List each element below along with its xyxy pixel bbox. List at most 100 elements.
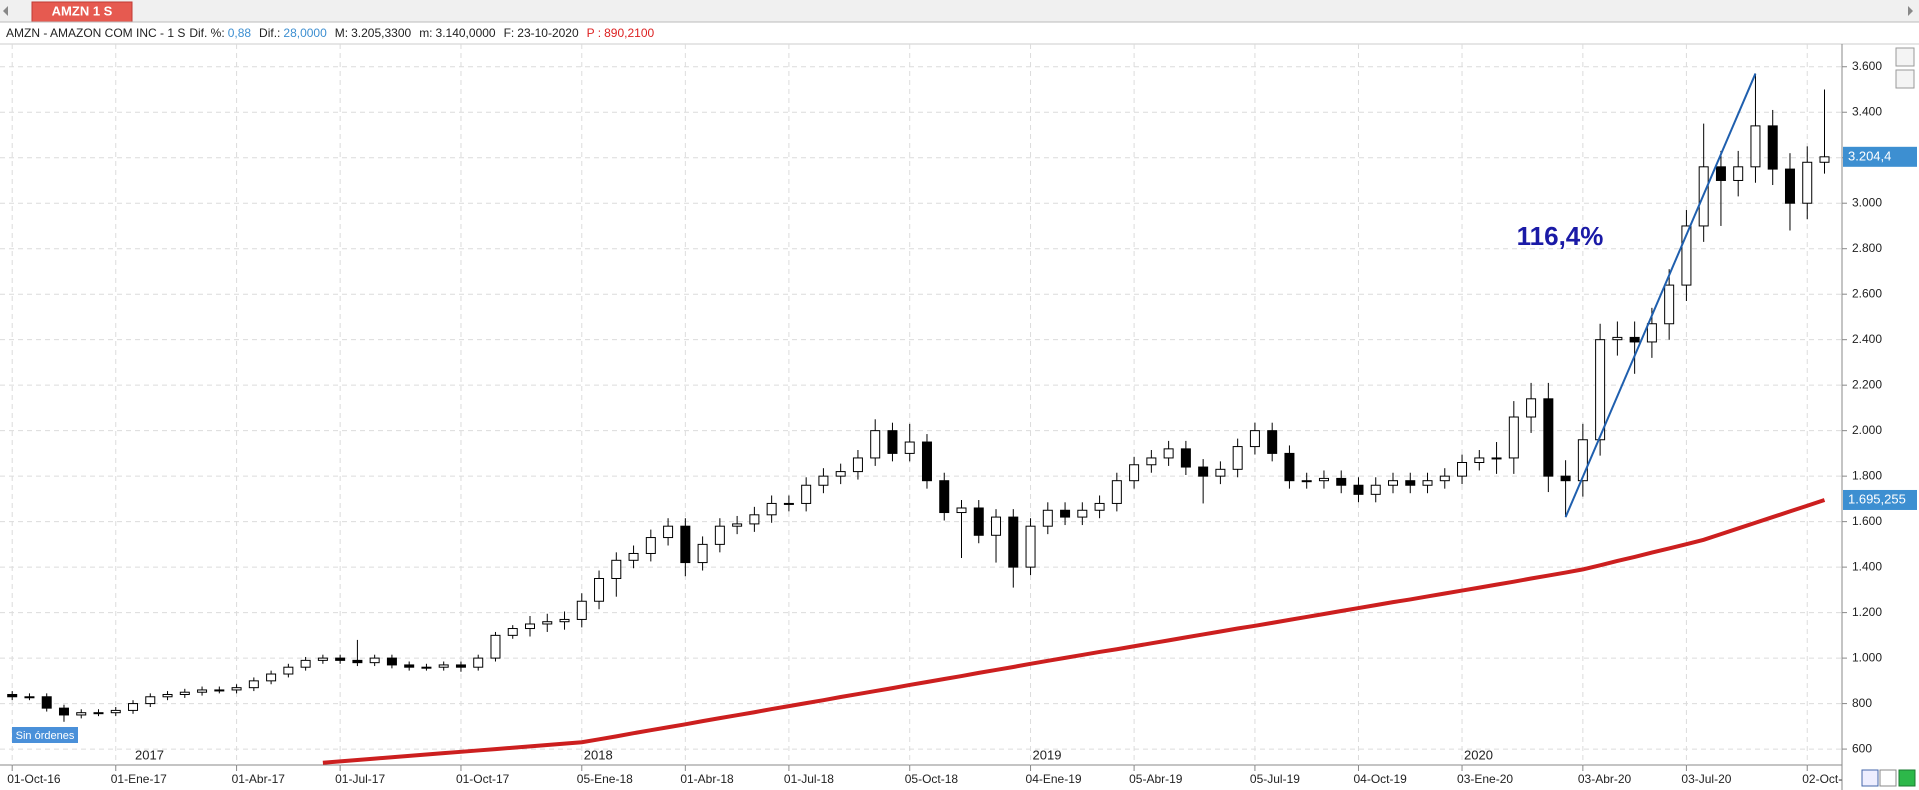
- candle-body: [1267, 430, 1278, 454]
- candle-body: [7, 693, 18, 698]
- axis-area: 600 800 1.000 1.200 1.400 1.600 1.800 2.000 2.20…: [1842, 59, 1917, 755]
- x-tick-label: 03-Abr-20: [1578, 772, 1632, 786]
- candle-body: [507, 628, 518, 636]
- candle-body: [1111, 480, 1122, 504]
- candle-body: [1353, 484, 1364, 495]
- x-tick-label: 01-Oct-17: [456, 772, 510, 786]
- candle-body: [1681, 225, 1692, 286]
- info-label: Dif. %:: [189, 26, 224, 40]
- candle-body: [1422, 480, 1433, 486]
- year-label: 2018: [584, 747, 613, 762]
- candle-body: [697, 543, 708, 564]
- candle-body: [973, 507, 984, 536]
- candle-body: [714, 525, 725, 545]
- save-button[interactable]: [1861, 769, 1879, 787]
- ma-price-label: 1.695,255: [1848, 491, 1906, 506]
- candle-body: [904, 441, 915, 454]
- y-tick-label: 3.000: [1852, 195, 1882, 209]
- candle-body: [1819, 156, 1830, 163]
- info-label: Dif.:: [259, 26, 280, 40]
- candle-body: [1439, 475, 1450, 482]
- candle-body: [214, 689, 225, 692]
- x-tick-label: 03-Ene-20: [1457, 772, 1513, 786]
- candle-body: [887, 430, 898, 454]
- candle-body: [1715, 166, 1726, 181]
- x-tick-label: 01-Oct-16: [7, 772, 61, 786]
- candle-body: [438, 664, 449, 668]
- x-tick-label: 05-Oct-18: [905, 772, 959, 786]
- candle-body: [680, 525, 691, 564]
- candle-body: [58, 707, 69, 716]
- x-tick-label: 01-Abr-18: [680, 772, 734, 786]
- candle-body: [1405, 480, 1416, 486]
- candle-body: [1750, 125, 1761, 168]
- y-tick-label: 3.600: [1852, 59, 1882, 73]
- candle-body: [1491, 457, 1502, 460]
- last-price-label: 3.204,4: [1848, 148, 1891, 163]
- year-label: 2017: [135, 747, 164, 762]
- candle-body: [818, 475, 829, 486]
- candle-body: [939, 480, 950, 514]
- candle-body: [1163, 448, 1174, 459]
- x-tick-label: 05-Jul-19: [1250, 772, 1300, 786]
- moving-average: [322, 498, 1826, 765]
- panel-button[interactable]: [1895, 69, 1915, 89]
- candle-body: [231, 687, 242, 691]
- panel-button[interactable]: [1895, 47, 1915, 67]
- last-price-box: [1843, 146, 1917, 167]
- candle-body: [852, 457, 863, 473]
- tab-label[interactable]: AMZN 1 S: [52, 3, 113, 18]
- candle-body: [1336, 477, 1347, 486]
- candle-body: [300, 659, 311, 668]
- y-tick-label: 2.600: [1852, 286, 1882, 300]
- candle-body: [628, 552, 639, 561]
- tab-scroll-left[interactable]: [3, 6, 8, 16]
- candle-body: [1457, 461, 1468, 477]
- info-symbol: AMZN - AMAZON COM INC - 1 S: [6, 26, 185, 40]
- candle-body: [991, 516, 1002, 536]
- candle-body: [93, 712, 104, 715]
- candle-body: [145, 696, 156, 705]
- candle-body: [1129, 464, 1140, 482]
- x-tick-label: 04-Oct-19: [1353, 772, 1407, 786]
- candle-body: [1560, 475, 1571, 482]
- candle-body: [248, 680, 259, 689]
- x-tick-label: 01-Ene-17: [111, 772, 167, 786]
- tab-scroll-right[interactable]: [1908, 6, 1913, 16]
- candle-body: [1767, 125, 1778, 170]
- candle-body: [645, 537, 656, 554]
- y-tick-label: 3.400: [1852, 104, 1882, 118]
- candle-body: [1388, 480, 1398, 486]
- candle-body: [1180, 448, 1191, 468]
- x-tick-label: 04-Ene-19: [1026, 772, 1082, 786]
- candle-body: [1508, 416, 1519, 459]
- candle-body: [1060, 509, 1071, 518]
- candle-body: [473, 657, 484, 668]
- annotation: 116,4%: [1517, 221, 1604, 251]
- candle-body: [421, 666, 432, 669]
- candle-body: [1784, 168, 1795, 204]
- candle-body: [870, 430, 881, 459]
- y-tick-label: 1.200: [1852, 605, 1882, 619]
- x-tick-label: 01-Jul-17: [335, 772, 385, 786]
- print-button[interactable]: [1879, 769, 1897, 787]
- y-tick-label: 600: [1852, 741, 1872, 755]
- candle-body: [1198, 466, 1209, 477]
- y-tick-label: 2.800: [1852, 241, 1882, 255]
- info-label: M:: [335, 26, 348, 40]
- candle-body: [490, 634, 501, 659]
- candle-body: [1077, 509, 1088, 518]
- candle-body: [559, 618, 570, 623]
- status-button[interactable]: [1898, 769, 1916, 787]
- x-tick-label: 05-Ene-18: [577, 772, 633, 786]
- candle-body: [335, 657, 346, 661]
- candle-body: [542, 621, 553, 625]
- candle-body: [611, 559, 622, 579]
- candle-body: [1301, 480, 1312, 483]
- candle-body: [369, 657, 380, 664]
- candle-body: [1284, 452, 1295, 482]
- info-label: P :: [587, 26, 601, 40]
- info-value: 28,0000: [283, 26, 327, 40]
- candle-body: [1474, 457, 1485, 463]
- candle-body: [1232, 446, 1243, 470]
